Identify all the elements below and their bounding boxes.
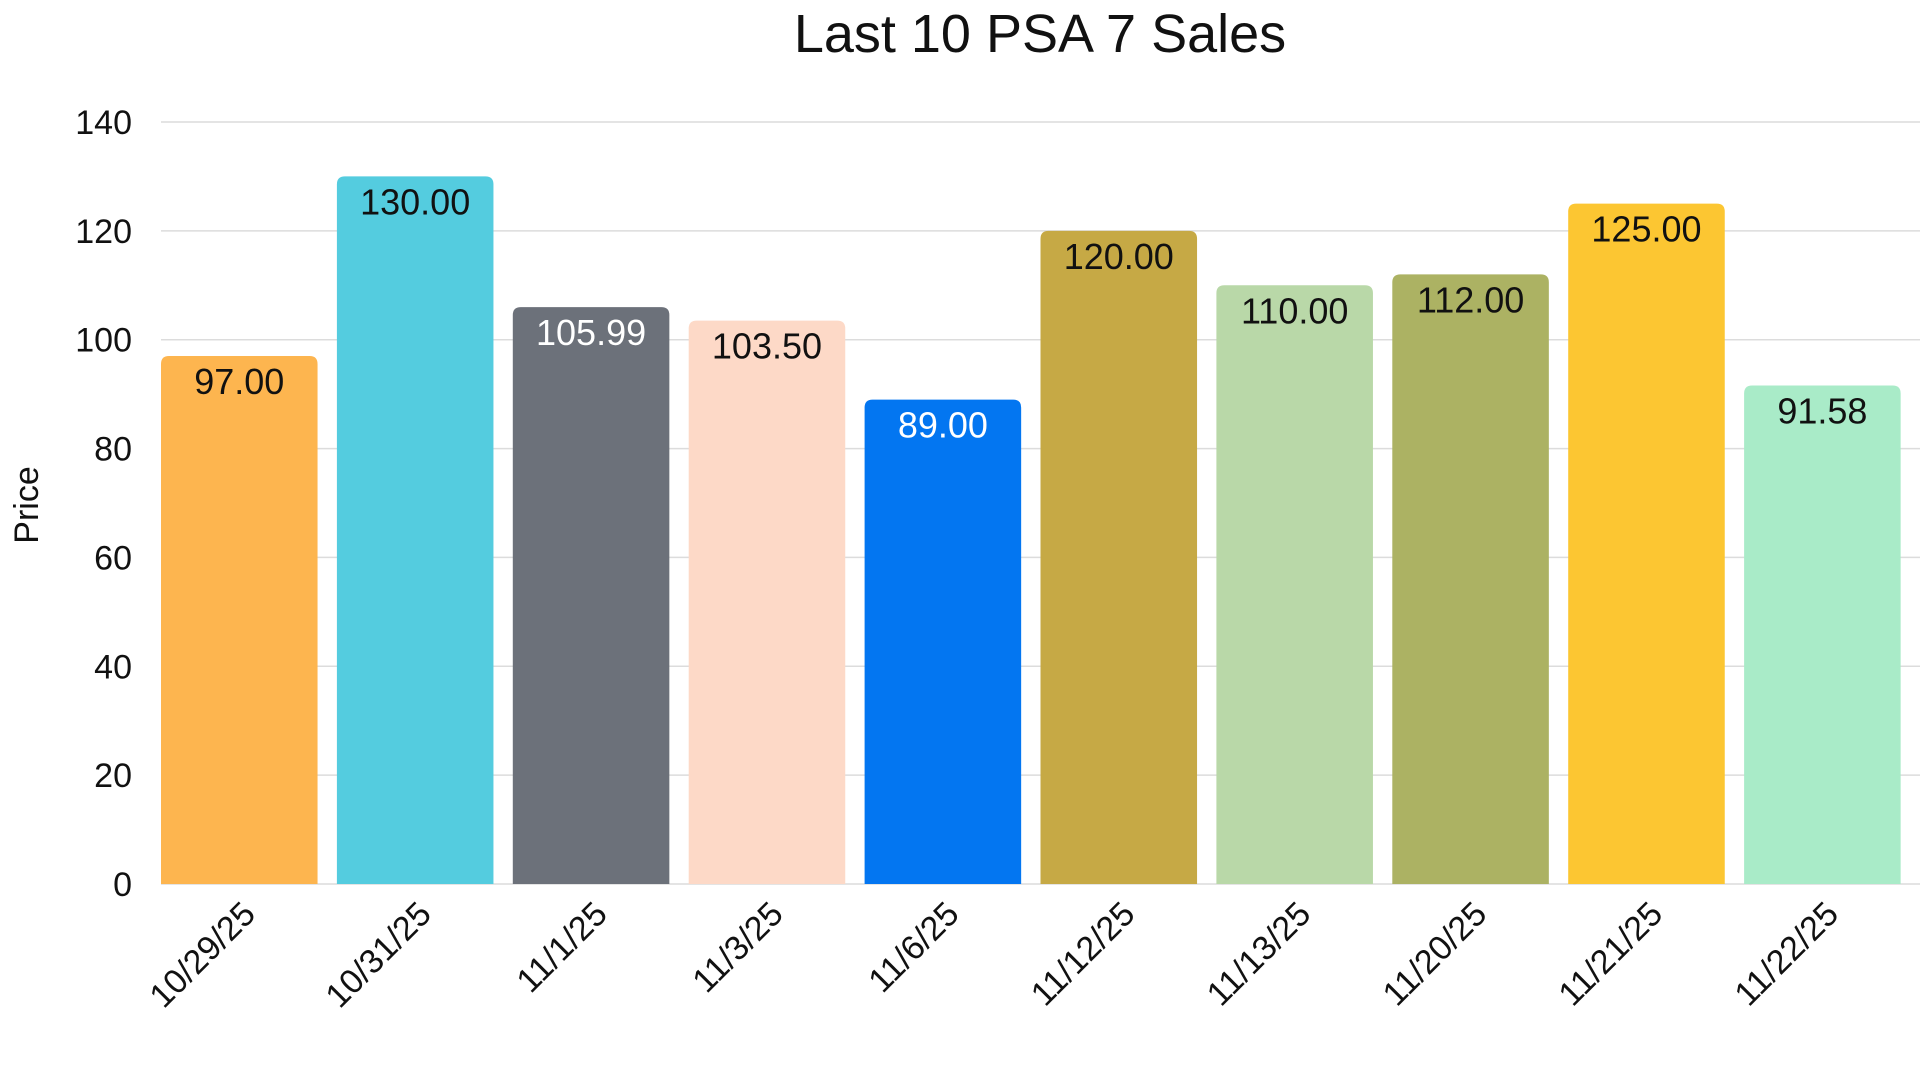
- x-tick-label: 10/29/25: [142, 895, 262, 1015]
- data-label: 130.00: [360, 181, 470, 222]
- x-axis-ticks: 10/29/25 10/31/25 11/1/25 11/3/25 11/6/25 11/…: [142, 895, 1846, 1015]
- data-label: 105.99: [536, 312, 646, 353]
- x-tick-label: 11/6/25: [861, 895, 966, 1000]
- y-tick-label: 120: [75, 213, 132, 251]
- x-tick-label: 11/20/25: [1376, 895, 1495, 1014]
- data-label: 89.00: [898, 405, 988, 446]
- bars: [161, 176, 1901, 885]
- x-tick-label: 11/22/25: [1727, 895, 1846, 1014]
- bar-11-1-25: [512, 307, 670, 884]
- y-axis-ticks: 0 20 40 60 80 100 120 140: [75, 104, 132, 904]
- bar-11-13-25: [1216, 285, 1373, 884]
- y-tick-label: 40: [94, 648, 132, 686]
- x-tick-label: 10/31/25: [318, 895, 438, 1015]
- y-tick-label: 140: [75, 104, 132, 142]
- x-tick-label: 11/12/25: [1024, 895, 1143, 1014]
- bar-10-31-25: [336, 176, 494, 884]
- data-label: 110.00: [1241, 290, 1348, 331]
- y-tick-label: 60: [94, 539, 132, 577]
- chart-title: Last 10 PSA 7 Sales: [794, 4, 1286, 64]
- bar-11-3-25: [688, 320, 846, 884]
- data-labels: 97.00 130.00 105.99 103.50 89.00 120.00 110.00…: [194, 181, 1867, 445]
- bar-11-12-25: [1040, 230, 1198, 884]
- x-tick-label: 11/13/25: [1200, 895, 1319, 1014]
- bar-10-29-25: [161, 356, 318, 884]
- y-tick-label: 20: [94, 757, 132, 795]
- data-label: 112.00: [1417, 279, 1524, 320]
- bar-11-6-25: [864, 399, 1022, 884]
- data-label: 120.00: [1064, 236, 1174, 277]
- x-tick-label: 11/21/25: [1551, 895, 1670, 1014]
- data-label: 125.00: [1591, 209, 1701, 250]
- x-tick-label: 11/1/25: [509, 895, 614, 1000]
- data-label: 91.58: [1777, 391, 1867, 432]
- bar-11-21-25: [1568, 203, 1725, 885]
- data-label: 103.50: [712, 326, 822, 367]
- bar-11-22-25: [1744, 385, 1901, 884]
- x-tick-label: 11/3/25: [685, 895, 790, 1000]
- y-tick-label: 100: [75, 322, 132, 360]
- y-tick-label: 0: [113, 866, 132, 904]
- data-label: 97.00: [194, 361, 284, 402]
- bar-11-20-25: [1392, 274, 1549, 884]
- y-tick-label: 80: [94, 431, 132, 469]
- y-axis-label: Price: [8, 466, 46, 543]
